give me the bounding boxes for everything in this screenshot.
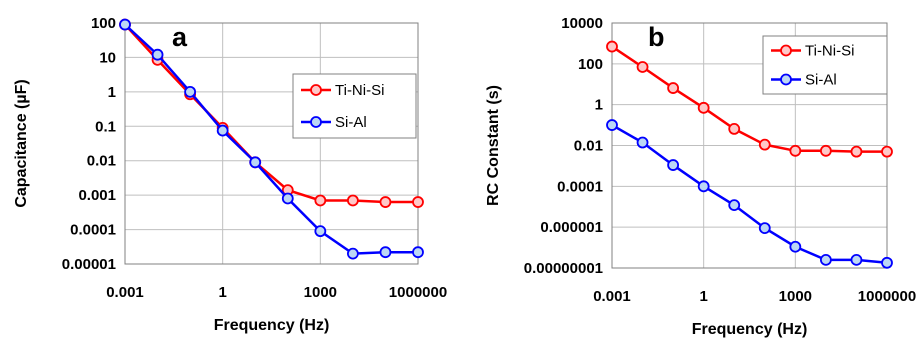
data-point <box>249 156 262 169</box>
data-point <box>314 194 327 207</box>
data-point <box>314 225 327 238</box>
plot-frame <box>611 22 888 269</box>
y-tick-label: 0.01 <box>574 138 603 155</box>
data-point <box>819 144 832 157</box>
data-point <box>346 247 359 260</box>
y-tick-label: 10000 <box>561 15 603 32</box>
y-tick-label: 0.01 <box>87 153 116 170</box>
x-tick-label: 1000000 <box>389 284 447 301</box>
x-tick-label: 1000 <box>304 284 337 301</box>
data-point <box>850 253 863 266</box>
y-axis-label: Capacitance (µF) <box>13 79 30 207</box>
data-point <box>379 196 392 208</box>
y-tick-label: 100 <box>91 15 116 32</box>
y-tick-label: 1 <box>595 97 603 114</box>
legend-entry-label: Si-Al <box>335 114 367 131</box>
panel-label: a <box>172 22 188 52</box>
x-tick-label: 1000 <box>779 288 812 305</box>
x-tick-label: 0.001 <box>106 284 144 301</box>
data-point <box>819 253 832 266</box>
data-point <box>697 101 710 114</box>
x-axis-label: Frequency (Hz) <box>214 317 330 334</box>
data-point <box>758 222 771 235</box>
x-tick-label: 1 <box>218 284 226 301</box>
y-axis-label: RC Constant (s) <box>485 85 502 206</box>
data-point <box>412 246 424 259</box>
y-tick-label: 0.000001 <box>540 219 603 236</box>
data-point <box>850 145 863 158</box>
data-point <box>636 61 649 73</box>
series-line-ti-ni-si <box>611 45 887 153</box>
series-line-ti-ni-si <box>124 23 418 204</box>
y-tick-label: 0.001 <box>78 187 116 204</box>
legend-swatch-marker <box>310 84 322 96</box>
data-point <box>151 48 164 61</box>
x-tick-label: 1 <box>699 288 707 305</box>
y-tick-label: 1 <box>108 84 116 101</box>
legend-swatch-marker <box>780 44 792 57</box>
series-line-si-al <box>611 123 888 265</box>
legend-entry-label: Si-Al <box>805 72 837 89</box>
y-tick-label: 0.00000001 <box>524 260 603 277</box>
data-point <box>119 18 131 31</box>
chart-b: 10000 100 1 0.01 0.0001 0.000001 0.00000001 0.0… <box>485 15 916 338</box>
data-point <box>412 196 424 208</box>
legend-entry-label: Ti-Ni-Si <box>335 82 384 99</box>
data-point <box>881 256 893 269</box>
data-point <box>216 124 229 137</box>
data-point <box>636 136 649 149</box>
data-point <box>379 246 392 259</box>
legend-swatch-marker <box>310 116 322 128</box>
y-tick-label: 0.00001 <box>62 256 116 273</box>
legend: Ti-Ni-Si Si-Al <box>292 73 417 139</box>
data-point <box>606 119 618 131</box>
x-tick-label: 0.001 <box>593 288 631 305</box>
data-point <box>281 192 294 205</box>
data-point <box>881 145 893 158</box>
data-point <box>667 159 680 171</box>
plot-frame <box>124 22 419 265</box>
y-tick-label: 0.1 <box>95 118 116 135</box>
x-axis-label: Frequency (Hz) <box>692 321 808 338</box>
data-point <box>667 82 680 94</box>
y-tick-label: 0.0001 <box>70 222 116 239</box>
y-tick-label: 0.0001 <box>557 178 603 195</box>
data-point <box>606 40 618 53</box>
data-point <box>789 144 802 157</box>
y-tick-label: 10 <box>99 49 116 66</box>
y-tick-label: 100 <box>578 56 603 73</box>
legend: Ti-Ni-Si Si-Al <box>762 35 888 95</box>
data-point <box>184 85 197 98</box>
panel-label: b <box>648 22 665 52</box>
data-point <box>728 123 741 135</box>
data-point <box>758 138 771 151</box>
chart-a: 100 10 1 0.1 0.01 0.001 0.0001 0.00001 0.001 1 100… <box>13 15 447 334</box>
legend-entry-label: Ti-Ni-Si <box>805 43 854 60</box>
data-point <box>789 240 802 253</box>
legend-swatch-marker <box>780 73 792 86</box>
x-tick-label: 1000000 <box>858 288 916 305</box>
series-line-si-al <box>124 23 418 255</box>
data-point <box>728 199 741 212</box>
data-point <box>697 180 710 193</box>
data-point <box>346 194 359 207</box>
